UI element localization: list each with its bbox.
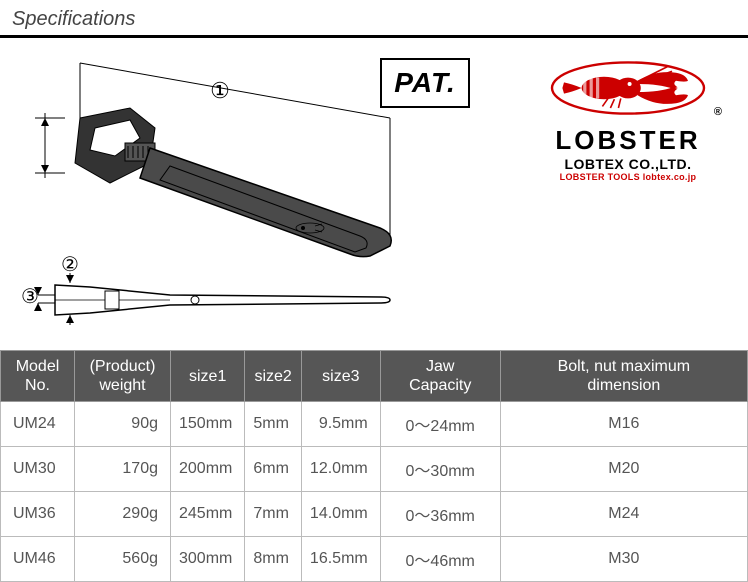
dim-label-2: ②: [61, 254, 79, 276]
table-cell-weight: 90g: [75, 402, 171, 447]
col-header-model: ModelNo.: [1, 351, 75, 402]
table-cell-bolt: M16: [500, 402, 747, 447]
table-cell-jaw: 0～30mm: [380, 447, 500, 492]
table-cell-size2: 7mm: [245, 492, 302, 537]
table-cell-jaw: 0～24mm: [380, 402, 500, 447]
logo-company-text: LOBTEX CO.,LTD.: [538, 156, 718, 172]
table-cell-size1: 300mm: [171, 537, 245, 582]
col-header-bolt: Bolt, nut maximumdimension: [500, 351, 747, 402]
table-cell-jaw: 0～36mm: [380, 492, 500, 537]
wrench-diagram: ①: [20, 48, 420, 338]
col-header-size1: size1: [171, 351, 245, 402]
wrench-side-view: ② ③: [21, 254, 390, 325]
col-header-size2: size2: [245, 351, 302, 402]
logo-tagline-text: LOBSTER TOOLS lobtex.co.jp: [538, 172, 718, 182]
logo-brand-text: LOBSTER: [538, 125, 718, 156]
table-cell-model: UM46: [1, 537, 75, 582]
col-header-weight: (Product)weight: [75, 351, 171, 402]
table-cell-model: UM30: [1, 447, 75, 492]
table-cell-model: UM24: [1, 402, 75, 447]
patent-badge: PAT.: [380, 58, 470, 108]
brand-logo: ® LOBSTER LOBTEX CO.,LTD. LOBSTER TOOLS …: [538, 58, 718, 182]
table-cell-size3: 14.0mm: [301, 492, 380, 537]
registered-mark: ®: [714, 106, 722, 118]
table-cell-jaw: 0～46mm: [380, 537, 500, 582]
col-header-jaw: JawCapacity: [380, 351, 500, 402]
table-cell-size3: 16.5mm: [301, 537, 380, 582]
table-cell-weight: 560g: [75, 537, 171, 582]
table-row: UM36290g245mm7mm14.0mm0～36mmM24: [1, 492, 748, 537]
table-header-row: ModelNo. (Product)weight size1 size2 siz…: [1, 351, 748, 402]
wrench-perspective: [75, 108, 391, 257]
table-cell-model: UM36: [1, 492, 75, 537]
table-cell-bolt: M24: [500, 492, 747, 537]
table-cell-size3: 12.0mm: [301, 447, 380, 492]
table-cell-size2: 5mm: [245, 402, 302, 447]
table-row: UM2490g150mm5mm9.5mm0～24mmM16: [1, 402, 748, 447]
table-cell-size3: 9.5mm: [301, 402, 380, 447]
table-cell-bolt: M30: [500, 537, 747, 582]
specifications-table: ModelNo. (Product)weight size1 size2 siz…: [0, 350, 748, 582]
table-cell-size1: 245mm: [171, 492, 245, 537]
table-cell-weight: 290g: [75, 492, 171, 537]
section-title: Specifications: [0, 0, 748, 35]
table-cell-size1: 150mm: [171, 402, 245, 447]
table-cell-size1: 200mm: [171, 447, 245, 492]
col-header-size3: size3: [301, 351, 380, 402]
dim-label-1: ①: [210, 78, 230, 103]
table-cell-weight: 170g: [75, 447, 171, 492]
table-cell-size2: 8mm: [245, 537, 302, 582]
diagram-and-logo-area: ①: [0, 38, 748, 350]
table-cell-size2: 6mm: [245, 447, 302, 492]
table-row: UM30170g200mm6mm12.0mm0～30mmM20: [1, 447, 748, 492]
table-row: UM46560g300mm8mm16.5mm0～46mmM30: [1, 537, 748, 582]
table-cell-bolt: M20: [500, 447, 747, 492]
lobster-icon: [548, 58, 708, 118]
